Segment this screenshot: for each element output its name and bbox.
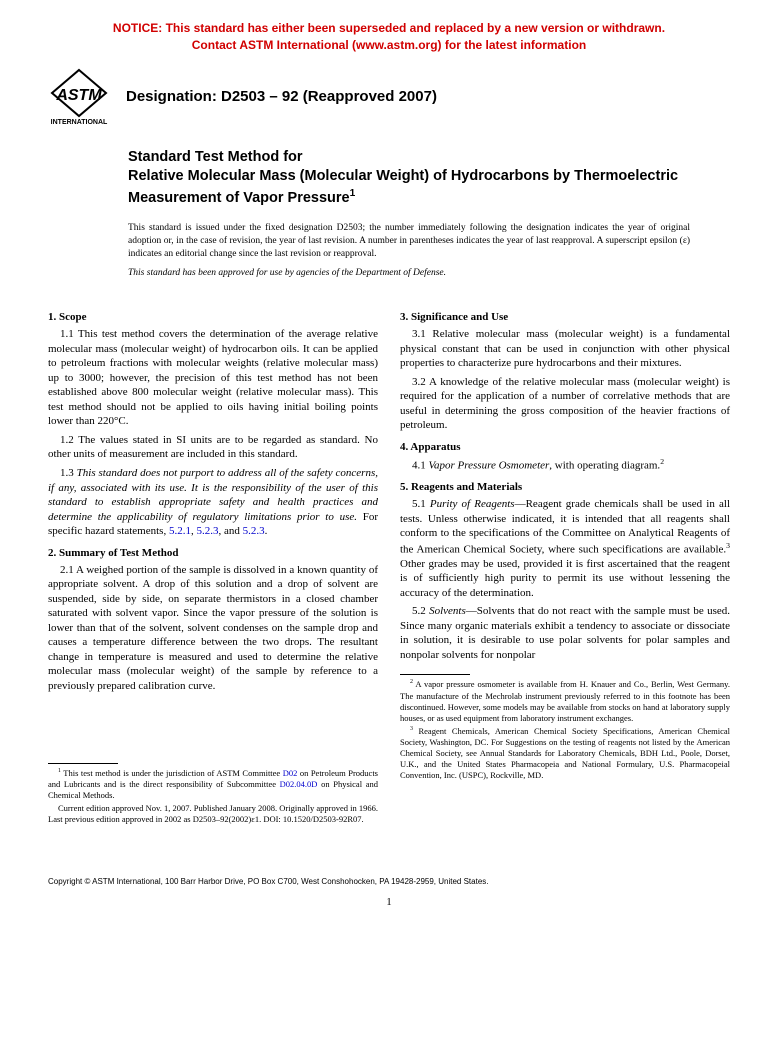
fn1-a: This test method is under the jurisdicti… (61, 768, 283, 778)
designation: Designation: D2503 – 92 (Reapproved 2007… (126, 88, 437, 105)
title-sup: 1 (350, 188, 356, 199)
astm-logo-icon: ASTM INTERNATIONAL (48, 68, 110, 126)
fn2-text: A vapor pressure osmometer is available … (400, 679, 730, 722)
column-right: 3. Significance and Use 3.1 Relative mol… (400, 303, 730, 827)
link-523a[interactable]: 5.2.3 (196, 525, 218, 537)
re-p2-italic: Solvents (429, 605, 466, 617)
footnote-separator-right (400, 674, 470, 675)
reagents-p1: 5.1 Purity of Reagents—Reagent grade che… (400, 497, 730, 600)
scope-p1: 1.1 This test method covers the determin… (48, 327, 378, 429)
title-pre: Standard Test Method for (128, 148, 730, 168)
intro-note-italic: This standard has been approved for use … (128, 267, 690, 280)
app-p1a: 4.1 (412, 460, 429, 472)
copyright: Copyright © ASTM International, 100 Barr… (48, 877, 730, 886)
notice-banner: NOTICE: This standard has either been su… (48, 20, 730, 54)
re-p1a: 5.1 (412, 498, 430, 510)
title-main-text: Relative Molecular Mass (Molecular Weigh… (128, 168, 678, 205)
significance-head: 3. Significance and Use (400, 311, 730, 323)
fn3-i3: United States Pharmacopeia and National … (457, 759, 652, 769)
footnote-1: 1 This test method is under the jurisdic… (48, 768, 378, 801)
reagents-head: 5. Reagents and Materials (400, 481, 730, 493)
footnote-separator-left (48, 763, 118, 764)
footnote-1b: Current edition approved Nov. 1, 2007. P… (48, 803, 378, 825)
apparatus-head: 4. Apparatus (400, 441, 730, 453)
app-p1b: , with operating diagram. (549, 460, 660, 472)
header-row: ASTM INTERNATIONAL Designation: D2503 – … (48, 66, 730, 128)
title-main: Relative Molecular Mass (Molecular Weigh… (128, 167, 730, 208)
page-number: 1 (48, 896, 730, 908)
re-p1-italic: Purity of Reagents (430, 498, 515, 510)
scope-p3a: 1.3 (60, 467, 77, 479)
summary-head: 2. Summary of Test Method (48, 547, 378, 559)
scope-p3d: . (265, 525, 268, 537)
app-sup: 2 (660, 457, 664, 466)
footnote-2: 2 A vapor pressure osmometer is availabl… (400, 679, 730, 723)
footnote-3: 3 Reagent Chemicals, American Chemical S… (400, 726, 730, 781)
scope-p2: 1.2 The values stated in SI units are to… (48, 433, 378, 462)
summary-p1: 2.1 A weighed portion of the sample is d… (48, 563, 378, 694)
fn3-i1: Reagent Chemicals, American Chemical Soc… (413, 726, 651, 736)
scope-head: 1. Scope (48, 311, 378, 323)
logo-sub: INTERNATIONAL (51, 119, 108, 126)
notice-line1: NOTICE: This standard has either been su… (113, 21, 665, 35)
fn1-link-sub[interactable]: D02.04.0D (280, 779, 318, 789)
title-block: Standard Test Method for Relative Molecu… (128, 148, 730, 209)
content-columns: 1. Scope 1.1 This test method covers the… (48, 303, 730, 827)
re-sup: 3 (726, 541, 730, 550)
astm-logo: ASTM INTERNATIONAL (48, 66, 110, 128)
scope-p3-italic: This standard does not purport to addres… (48, 467, 378, 523)
column-left: 1. Scope 1.1 This test method covers the… (48, 303, 378, 827)
fn1-link-d02[interactable]: D02 (283, 768, 298, 778)
scope-p3c: , and (218, 525, 242, 537)
app-p1-italic: Vapor Pressure Osmometer (429, 460, 550, 472)
re-p2a: 5.2 (412, 605, 429, 617)
link-521[interactable]: 5.2.1 (169, 525, 191, 537)
document-page: NOTICE: This standard has either been su… (0, 0, 778, 928)
link-523b[interactable]: 5.2.3 (243, 525, 265, 537)
fn3-i2: Annual Standards for Laboratory Chemical… (480, 748, 635, 758)
significance-p2: 3.2 A knowledge of the relative molecula… (400, 375, 730, 433)
intro-note: This standard is issued under the fixed … (128, 222, 690, 260)
scope-p3: 1.3 This standard does not purport to ad… (48, 466, 378, 539)
significance-p1: 3.1 Relative molecular mass (molecular w… (400, 327, 730, 371)
apparatus-p1: 4.1 Vapor Pressure Osmometer, with opera… (400, 457, 730, 473)
notice-line2: Contact ASTM International (www.astm.org… (192, 38, 586, 52)
re-p1c: Other grades may be used, provided it is… (400, 558, 730, 599)
reagents-p2: 5.2 Solvents—Solvents that do not react … (400, 604, 730, 662)
logo-abbr: ASTM (55, 87, 102, 104)
